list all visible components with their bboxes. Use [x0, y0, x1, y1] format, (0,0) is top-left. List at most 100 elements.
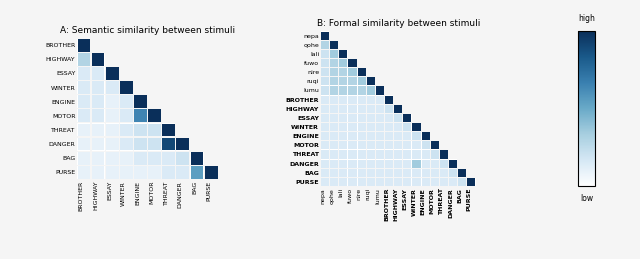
- FancyBboxPatch shape: [339, 114, 348, 122]
- FancyBboxPatch shape: [358, 141, 366, 149]
- FancyBboxPatch shape: [358, 150, 366, 159]
- FancyBboxPatch shape: [348, 178, 356, 186]
- FancyBboxPatch shape: [367, 96, 375, 104]
- FancyBboxPatch shape: [321, 123, 329, 131]
- FancyBboxPatch shape: [358, 105, 366, 113]
- FancyBboxPatch shape: [376, 141, 384, 149]
- FancyBboxPatch shape: [321, 32, 329, 40]
- FancyBboxPatch shape: [77, 124, 90, 136]
- FancyBboxPatch shape: [394, 178, 403, 186]
- FancyBboxPatch shape: [321, 132, 329, 140]
- FancyBboxPatch shape: [348, 96, 356, 104]
- FancyBboxPatch shape: [385, 123, 394, 131]
- FancyBboxPatch shape: [321, 132, 330, 140]
- FancyBboxPatch shape: [330, 95, 339, 104]
- FancyBboxPatch shape: [358, 86, 366, 95]
- FancyBboxPatch shape: [339, 59, 348, 67]
- FancyBboxPatch shape: [330, 86, 339, 95]
- FancyBboxPatch shape: [412, 132, 420, 140]
- FancyBboxPatch shape: [385, 178, 394, 186]
- FancyBboxPatch shape: [385, 160, 394, 168]
- FancyBboxPatch shape: [403, 150, 412, 159]
- FancyBboxPatch shape: [358, 160, 366, 168]
- FancyBboxPatch shape: [120, 152, 132, 165]
- FancyBboxPatch shape: [321, 114, 329, 122]
- FancyBboxPatch shape: [403, 160, 412, 168]
- FancyBboxPatch shape: [367, 77, 375, 85]
- FancyBboxPatch shape: [458, 169, 467, 177]
- FancyBboxPatch shape: [348, 132, 356, 140]
- FancyBboxPatch shape: [385, 132, 393, 140]
- FancyBboxPatch shape: [330, 41, 339, 49]
- FancyBboxPatch shape: [321, 59, 329, 67]
- FancyBboxPatch shape: [163, 166, 175, 179]
- FancyBboxPatch shape: [330, 123, 339, 131]
- FancyBboxPatch shape: [412, 178, 420, 186]
- FancyBboxPatch shape: [321, 50, 329, 58]
- FancyBboxPatch shape: [77, 53, 90, 66]
- FancyBboxPatch shape: [162, 152, 175, 165]
- FancyBboxPatch shape: [431, 169, 439, 177]
- FancyBboxPatch shape: [339, 59, 348, 67]
- FancyBboxPatch shape: [422, 150, 429, 159]
- FancyBboxPatch shape: [339, 68, 348, 76]
- FancyBboxPatch shape: [440, 169, 448, 177]
- FancyBboxPatch shape: [191, 152, 204, 165]
- FancyBboxPatch shape: [92, 53, 104, 66]
- FancyBboxPatch shape: [394, 150, 403, 159]
- FancyBboxPatch shape: [394, 160, 403, 168]
- FancyBboxPatch shape: [385, 141, 393, 149]
- FancyBboxPatch shape: [330, 77, 339, 85]
- FancyBboxPatch shape: [348, 95, 356, 104]
- FancyBboxPatch shape: [348, 59, 356, 67]
- FancyBboxPatch shape: [106, 67, 118, 80]
- FancyBboxPatch shape: [367, 141, 375, 149]
- FancyBboxPatch shape: [358, 169, 366, 177]
- Text: high: high: [579, 14, 595, 23]
- FancyBboxPatch shape: [205, 166, 218, 179]
- FancyBboxPatch shape: [191, 166, 204, 179]
- FancyBboxPatch shape: [358, 105, 366, 113]
- FancyBboxPatch shape: [120, 124, 132, 136]
- FancyBboxPatch shape: [330, 114, 339, 122]
- FancyBboxPatch shape: [367, 150, 375, 159]
- FancyBboxPatch shape: [330, 178, 339, 186]
- FancyBboxPatch shape: [394, 160, 403, 168]
- FancyBboxPatch shape: [412, 123, 420, 131]
- FancyBboxPatch shape: [106, 67, 118, 80]
- FancyBboxPatch shape: [77, 166, 90, 179]
- FancyBboxPatch shape: [440, 178, 448, 186]
- FancyBboxPatch shape: [339, 150, 348, 159]
- FancyBboxPatch shape: [106, 95, 118, 108]
- FancyBboxPatch shape: [330, 123, 339, 131]
- FancyBboxPatch shape: [321, 141, 329, 149]
- FancyBboxPatch shape: [177, 138, 189, 151]
- FancyBboxPatch shape: [385, 169, 394, 177]
- FancyBboxPatch shape: [106, 138, 118, 150]
- FancyBboxPatch shape: [422, 141, 429, 149]
- FancyBboxPatch shape: [421, 178, 430, 186]
- FancyBboxPatch shape: [191, 152, 204, 165]
- FancyBboxPatch shape: [367, 123, 375, 131]
- FancyBboxPatch shape: [330, 59, 339, 67]
- FancyBboxPatch shape: [321, 87, 329, 95]
- FancyBboxPatch shape: [412, 141, 420, 149]
- FancyBboxPatch shape: [339, 123, 348, 131]
- FancyBboxPatch shape: [385, 150, 393, 159]
- FancyBboxPatch shape: [134, 124, 147, 136]
- FancyBboxPatch shape: [403, 178, 412, 186]
- FancyBboxPatch shape: [367, 95, 375, 104]
- FancyBboxPatch shape: [358, 68, 366, 76]
- FancyBboxPatch shape: [92, 81, 104, 94]
- FancyBboxPatch shape: [92, 166, 104, 179]
- FancyBboxPatch shape: [120, 81, 132, 94]
- FancyBboxPatch shape: [367, 86, 375, 95]
- FancyBboxPatch shape: [376, 105, 384, 113]
- FancyBboxPatch shape: [106, 138, 118, 151]
- FancyBboxPatch shape: [148, 109, 161, 122]
- FancyBboxPatch shape: [394, 105, 403, 113]
- FancyBboxPatch shape: [385, 96, 393, 104]
- Title: B: Formal similarity between stimuli: B: Formal similarity between stimuli: [317, 19, 480, 27]
- FancyBboxPatch shape: [421, 132, 430, 140]
- FancyBboxPatch shape: [177, 152, 189, 165]
